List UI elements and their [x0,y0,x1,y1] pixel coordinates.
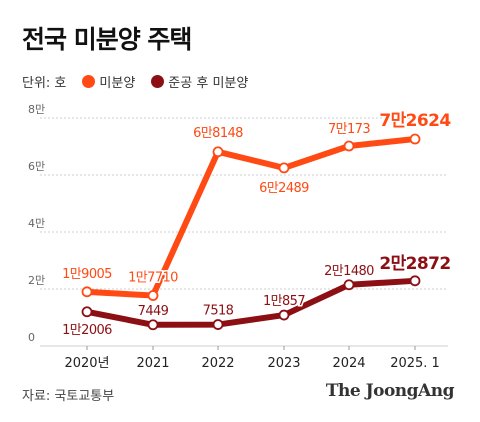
legend-label-unsold: 미분양 [99,76,136,91]
series-line-0 [84,136,418,299]
data-point-0-4 [343,140,355,152]
publisher-logo: The JoongAng [325,381,455,401]
data-point-0-5 [409,133,421,145]
x-tick-label-5: 2025. 1 [390,356,440,371]
data-point-1-5 [409,275,421,287]
data-point-0-0 [81,286,93,298]
y-tick-label-2: 4만 [28,217,45,230]
legend-label-completed-unsold: 준공 후 미분양 [168,76,249,91]
data-label-0-2: 6만8148 [193,126,243,141]
data-label-1-1: 7449 [138,304,169,319]
source-note: 자료: 국토교통부 [22,389,115,404]
legend-marker-unsold [82,75,96,88]
data-label-0-1: 1만7710 [128,271,178,286]
data-label-1-3: 1만857 [263,294,305,309]
data-point-1-4 [343,279,355,291]
data-label-0-3: 6만2489 [259,181,309,196]
legend-unit: 단위: 호 [22,76,67,91]
x-tick-label-3: 2023 [267,356,300,371]
data-point-1-0 [81,306,93,318]
data-point-0-1 [147,290,159,301]
data-label-1-5: 2만2872 [379,254,450,274]
data-label-1-0: 1만2006 [62,323,112,338]
y-tick-label-4: 8만 [28,103,45,116]
y-tick-label-0: 0 [28,331,35,344]
x-tick-label-2: 2022 [201,356,234,371]
legend-item-completed-unsold: 준공 후 미분양 [151,72,248,91]
x-tick-label-0: 2020년 [64,356,109,371]
data-point-1-1 [147,319,159,331]
legend-item-unsold: 미분양 [82,72,135,91]
legend-marker-completed-unsold [151,75,165,88]
data-label-1-4: 2만1480 [324,264,374,279]
data-point-0-3 [278,162,290,174]
data-point-0-2 [212,146,224,158]
legend: 단위: 호 미분양 준공 후 미분양 [22,72,248,91]
chart-title: 전국 미분양 주택 [22,25,192,54]
data-label-0-0: 1만9005 [62,267,112,282]
series-line-1 [84,277,418,328]
data-point-1-2 [212,319,224,330]
data-label-0-4: 7만173 [328,122,370,137]
x-tick-label-1: 2021 [136,356,169,371]
data-label-1-2: 7518 [203,304,234,319]
y-tick-label-3: 6만 [28,160,45,173]
data-point-1-3 [278,309,290,321]
y-tick-label-1: 2만 [28,274,45,287]
data-label-0-5: 7만2624 [379,111,451,131]
x-tick-label-4: 2024 [332,356,365,371]
